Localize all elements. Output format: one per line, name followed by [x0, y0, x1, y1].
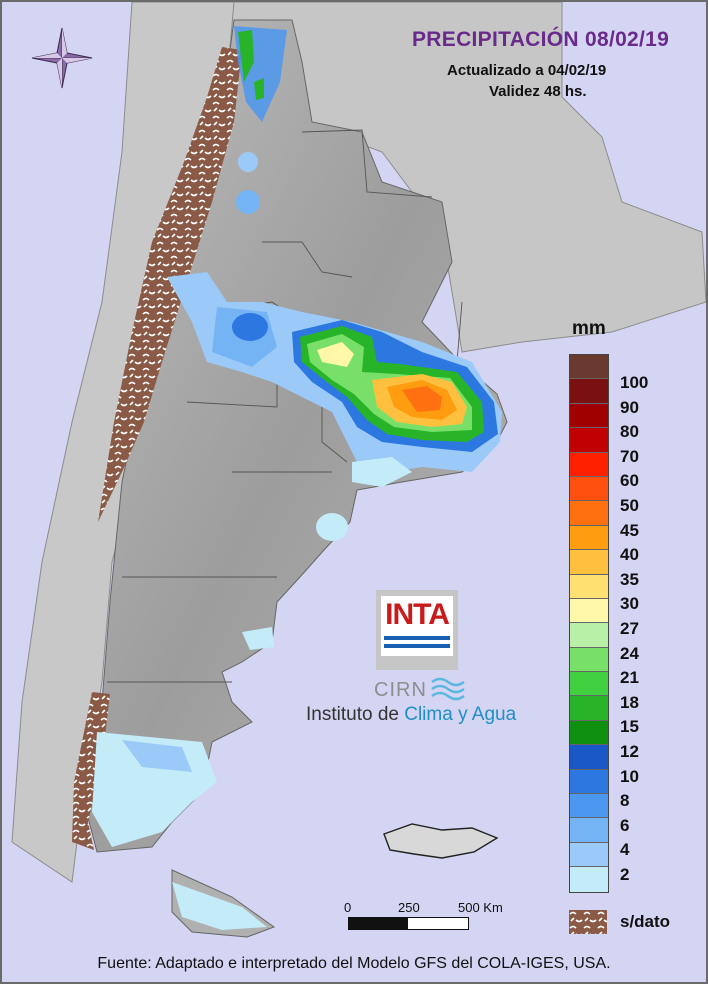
legend-swatch: [570, 647, 608, 673]
waves-icon: [431, 677, 465, 701]
legend-label: 8: [620, 791, 630, 811]
inta-logo: INTA: [376, 590, 458, 670]
legend-label: 45: [620, 520, 639, 540]
cirn-label: CIRN: [374, 679, 427, 701]
legend-label: 35: [620, 569, 639, 589]
scale-tick-500: 500 Km: [458, 900, 503, 915]
legend-color-scale: [569, 354, 609, 893]
legend-swatch: [570, 867, 608, 892]
legend-swatch: [570, 623, 608, 648]
no-data-swatch: [569, 910, 607, 934]
legend-label: 80: [620, 422, 639, 442]
logo-bar: [384, 644, 450, 648]
legend-swatch: [570, 525, 608, 551]
legend-label: 50: [620, 495, 639, 515]
no-data-andes-south: [72, 692, 110, 850]
legend-label: 30: [620, 594, 639, 614]
source-footer: Fuente: Adaptado e interpretado del Mode…: [97, 955, 611, 972]
legend-label: 10: [620, 766, 639, 786]
precip-areas: [92, 26, 502, 930]
legend-swatch: [570, 745, 608, 770]
legend-label: 21: [620, 668, 639, 688]
legend-swatch: [570, 428, 608, 453]
legend-label: 15: [620, 717, 639, 737]
legend-label: 4: [620, 840, 630, 860]
scale-tick-250: 250: [398, 900, 420, 915]
legend-swatch: [570, 501, 608, 526]
legend-swatch: [570, 672, 608, 697]
legend-swatch: [570, 476, 608, 502]
legend-swatch: [570, 696, 608, 721]
institute-name: Instituto de Clima y Agua: [306, 704, 516, 726]
legend-unit: mm: [572, 318, 606, 339]
legend-swatch: [570, 818, 608, 843]
institute-prefix: Instituto de: [306, 704, 405, 725]
legend-value-labels: 100 90 80 70 60 50 45 40 35 30 27 24 21 18 15 12 10 8 6 4 2: [620, 371, 648, 887]
legend-swatch: [570, 794, 608, 819]
scale-tick-0: 0: [344, 900, 352, 915]
scale-bar-black: [348, 917, 408, 930]
legend-swatch: [570, 452, 608, 477]
updated-date: Actualizado a 04/02/19: [447, 62, 607, 79]
legend-swatch: [570, 842, 608, 868]
legend-label: 2: [620, 864, 630, 884]
legend-label: 27: [620, 618, 639, 638]
legend-label: 24: [620, 643, 639, 663]
logo-bar: [384, 636, 450, 640]
scale-bar-white: [407, 917, 469, 930]
legend-label: 18: [620, 692, 639, 712]
compass-rose-icon: [31, 27, 93, 89]
inta-logo-text: INTA: [385, 598, 450, 631]
legend-swatch: [570, 355, 608, 380]
malvinas-islands: [383, 823, 499, 859]
no-data-label: s/dato: [620, 912, 671, 931]
legend-label: 90: [620, 397, 639, 417]
legend-label: 12: [620, 741, 639, 761]
legend-label: 40: [620, 545, 639, 565]
legend-swatch: [570, 403, 608, 429]
legend-label: 6: [620, 815, 630, 835]
institute-accent: Clima y Agua: [404, 704, 517, 725]
legend-swatch: [570, 598, 608, 624]
legend-swatch: [570, 550, 608, 575]
legend-swatch: [570, 574, 608, 599]
legend-label: 60: [620, 471, 639, 491]
legend-label: 70: [620, 446, 639, 466]
no-data-andes-north: [98, 47, 242, 522]
legend-label: 100: [620, 373, 649, 392]
legend-swatch: [570, 720, 608, 746]
legend-swatch: [570, 379, 608, 404]
legend-swatch: [570, 769, 608, 795]
validity-period: Validez 48 hs.: [489, 83, 587, 100]
map-title: PRECIPITACIÓN 08/02/19: [412, 28, 670, 51]
